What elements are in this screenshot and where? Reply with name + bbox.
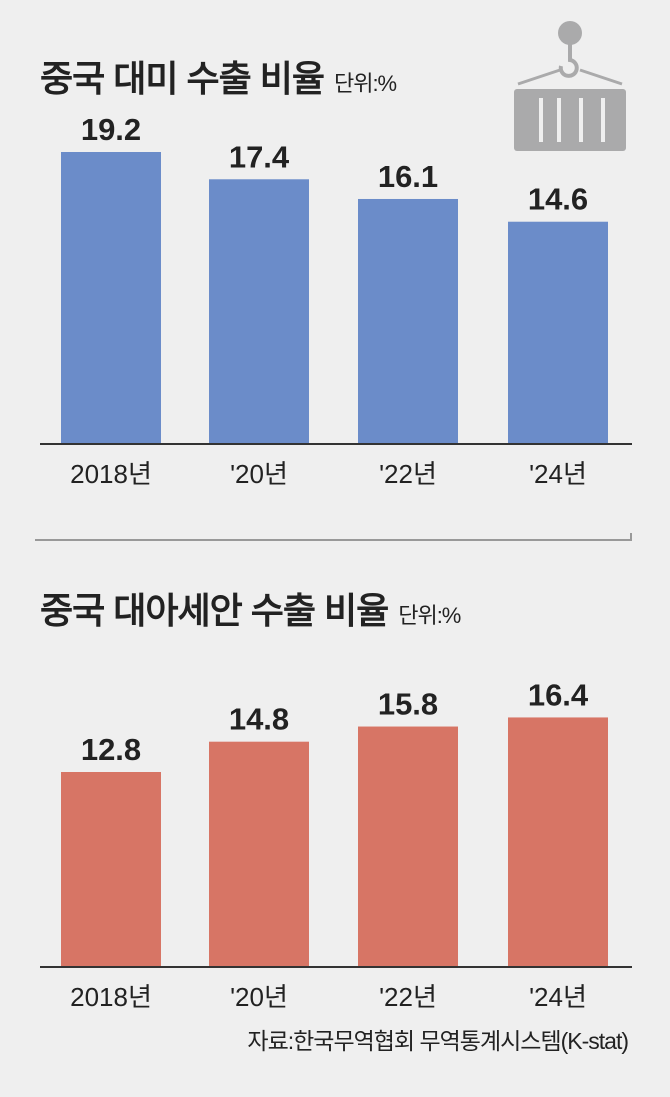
chart2-title: 중국 대아세안 수출 비율 단위:% xyxy=(40,582,461,634)
bar xyxy=(209,179,309,443)
source-note: 자료:한국무역협회 무역통계시스템(K-stat) xyxy=(247,1028,629,1054)
divider-tick xyxy=(630,533,632,541)
bar xyxy=(61,772,161,966)
category-label: '20년 xyxy=(230,982,288,1012)
chart1-unit: 단위:% xyxy=(333,71,397,96)
category-label: '22년 xyxy=(379,982,437,1012)
value-label: 16.4 xyxy=(528,677,589,712)
category-label: 2018년 xyxy=(70,982,152,1012)
chart2-title-text: 중국 대아세안 수출 비율 xyxy=(40,590,389,631)
value-label: 15.8 xyxy=(378,687,438,722)
chart1-title: 중국 대미 수출 비율 단위:% xyxy=(40,50,397,102)
bar xyxy=(508,717,608,966)
category-label: 2018년 xyxy=(70,459,152,489)
bar xyxy=(209,741,309,966)
bar xyxy=(508,221,608,443)
category-label: '24년 xyxy=(529,982,587,1012)
chart1-plot: 19.2 2018년 17.4 '20년 16.1 '22년 14.6 '24년 xyxy=(40,112,632,489)
category-label: '20년 xyxy=(230,459,288,489)
chart1-title-text: 중국 대미 수출 비율 xyxy=(40,58,325,99)
value-label: 12.8 xyxy=(81,732,141,767)
category-label: '24년 xyxy=(529,459,587,489)
bar xyxy=(61,152,161,443)
chart2-unit: 단위:% xyxy=(398,603,461,628)
divider xyxy=(35,539,632,541)
value-label: 19.2 xyxy=(81,112,141,147)
chart2-plot: 12.8 2018년 14.8 '20년 15.8 '22년 16.4 '24년 xyxy=(40,677,632,1012)
value-label: 14.8 xyxy=(229,702,289,737)
category-label: '22년 xyxy=(379,459,437,489)
cargo-container-crane-icon xyxy=(514,21,626,151)
value-label: 14.6 xyxy=(528,182,588,217)
value-label: 17.4 xyxy=(229,139,290,174)
bar xyxy=(358,198,458,443)
value-label: 16.1 xyxy=(378,159,438,194)
bar xyxy=(358,726,458,966)
